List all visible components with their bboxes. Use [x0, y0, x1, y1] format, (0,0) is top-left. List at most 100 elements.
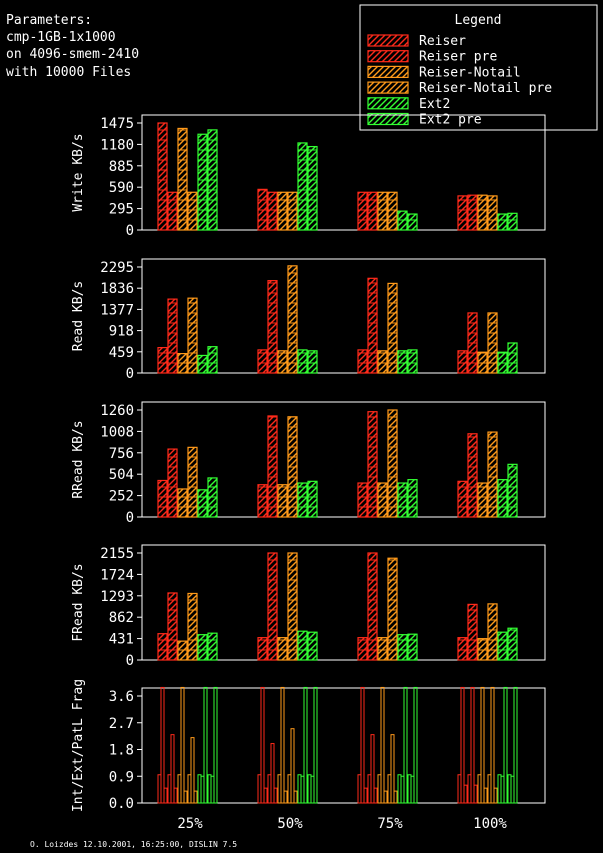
bar — [187, 446, 198, 518]
footer-credit: O. Loizdes 12.10.2001, 16:25:00, DISLIN … — [30, 840, 237, 849]
bar — [467, 603, 478, 661]
legend-swatch — [367, 65, 409, 79]
frag-bar — [490, 686, 495, 804]
bar — [297, 349, 308, 374]
bar — [477, 638, 488, 661]
bar — [157, 479, 168, 518]
y-tick-label: 756 — [109, 446, 134, 462]
chart-panels: 0 295 590 885 1180 1475 Write KB/s 0 459 918 1377 1… — [71, 114, 546, 812]
y-tick-label: 0.9 — [109, 769, 134, 785]
frag-bar — [293, 790, 298, 804]
bar — [357, 482, 368, 518]
bar — [297, 630, 308, 661]
frag-bar — [303, 686, 308, 804]
frag-bar — [473, 784, 478, 804]
y-axis-label: Read KB/s — [71, 281, 86, 351]
frag-bar — [173, 787, 178, 804]
x-tick-label: 100% — [473, 816, 507, 832]
bar — [397, 210, 408, 231]
bar — [507, 463, 518, 518]
bar — [497, 631, 508, 661]
bar — [387, 282, 398, 374]
bar — [177, 640, 188, 661]
panel-1: 0 295 590 885 1180 1475 Write KB/s — [71, 114, 546, 239]
y-tick-label: 431 — [109, 632, 134, 648]
bar — [257, 484, 268, 518]
bar — [357, 637, 368, 661]
bar — [367, 277, 378, 374]
legend-entry-label: Reiser-Notail pre — [419, 81, 552, 96]
y-tick-label: 504 — [109, 467, 134, 483]
legend-entry-label: Ext2 — [419, 97, 450, 112]
panel-frame — [141, 544, 546, 661]
bar — [277, 484, 288, 518]
frag-bar — [313, 686, 318, 804]
y-tick-label: 2.7 — [109, 716, 134, 732]
bar — [467, 194, 478, 231]
bar — [407, 633, 418, 661]
x-tick-label: 50% — [277, 816, 303, 832]
bar — [167, 298, 178, 374]
legend-entry-label: Ext2 pre — [419, 113, 482, 128]
bar — [177, 127, 188, 231]
bar — [307, 631, 318, 661]
frag-bar — [203, 686, 208, 804]
y-axis-label: RRead KB/s — [71, 420, 86, 498]
bar — [487, 431, 498, 518]
parameters-header: Parameters: cmp-1GB-1x1000 on 4096-smem-… — [6, 13, 139, 80]
bar — [457, 480, 468, 518]
bar — [307, 350, 318, 374]
y-axis-label: Int/Ext/PatL Frag — [71, 679, 86, 812]
panel-frame — [141, 401, 546, 518]
frag-bar — [370, 734, 375, 804]
y-tick-label: 1180 — [100, 137, 134, 153]
bar — [397, 634, 408, 661]
x-tick-label: 75% — [377, 816, 403, 832]
bar — [187, 191, 198, 231]
frag-bar — [360, 686, 365, 804]
header-line-3: on 4096-smem-2410 — [6, 47, 139, 62]
panel-4: 0 431 862 1293 1724 2155 FRead KB/s — [71, 544, 546, 669]
y-tick-label: 2155 — [100, 546, 134, 562]
y-tick-label: 1836 — [100, 281, 134, 297]
bar — [167, 191, 178, 231]
bar — [407, 349, 418, 374]
y-axis-label: Write KB/s — [71, 133, 86, 211]
bar — [207, 346, 218, 374]
y-tick-label: 0 — [126, 653, 134, 669]
frag-bar — [280, 686, 285, 804]
frag-bar — [180, 686, 185, 804]
bar — [257, 637, 268, 661]
y-tick-label: 862 — [109, 610, 134, 626]
bar — [277, 191, 288, 231]
frag-bar — [260, 686, 265, 804]
panel-frame — [141, 687, 546, 804]
y-tick-label: 1724 — [100, 567, 134, 583]
bar — [157, 122, 168, 231]
frag-bar — [213, 686, 218, 804]
bar — [397, 350, 408, 374]
frag-bar — [380, 686, 385, 804]
frag-bar — [363, 787, 368, 804]
bar — [277, 350, 288, 374]
bar — [167, 448, 178, 518]
y-tick-label: 3.6 — [109, 689, 134, 705]
y-tick-label: 1293 — [100, 589, 134, 605]
bar — [367, 552, 378, 661]
frag-bar — [413, 686, 418, 804]
bar — [407, 479, 418, 518]
bar — [477, 482, 488, 518]
y-axis-label: FRead KB/s — [71, 563, 86, 641]
frag-bar — [503, 686, 508, 804]
bar — [267, 280, 278, 374]
y-tick-label: 590 — [109, 180, 134, 196]
header-line-2: cmp-1GB-1x1000 — [6, 30, 116, 45]
y-tick-label: 1008 — [100, 424, 134, 440]
frag-bar — [190, 737, 195, 804]
bar — [407, 213, 418, 231]
legend-swatch — [367, 81, 409, 94]
frag-bar — [263, 787, 268, 804]
bar — [377, 482, 388, 518]
frag-bar — [290, 728, 295, 804]
